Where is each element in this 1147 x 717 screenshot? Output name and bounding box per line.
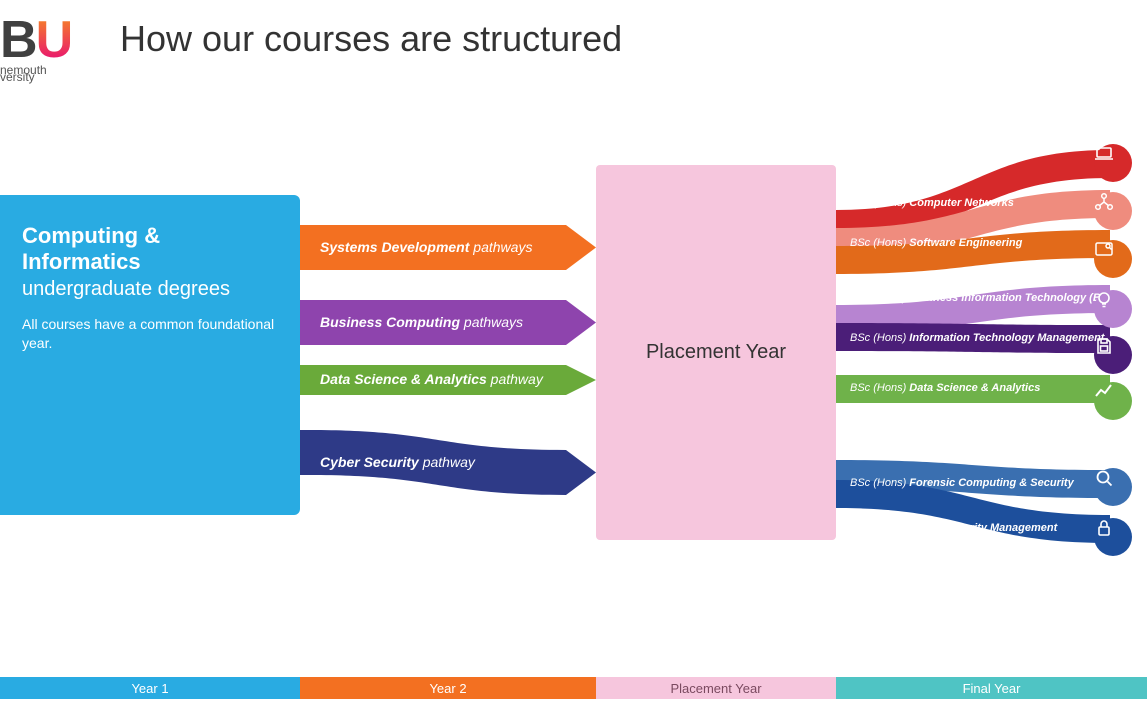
timeline-segment: Year 2 <box>300 677 596 699</box>
timeline-segment: Placement Year <box>596 677 836 699</box>
network-icon <box>1094 192 1132 230</box>
year1-title: Computing & Informatics <box>22 223 278 276</box>
slide: BU nemouth versity How our courses are s… <box>0 0 1147 717</box>
timeline-segment: Final Year <box>836 677 1147 699</box>
page-title: How our courses are structured <box>120 18 622 60</box>
lock-icon <box>1094 518 1132 556</box>
logo-letters: BU <box>0 10 71 70</box>
timeline-segment: Year 1 <box>0 677 300 699</box>
degree-label: BSc (Hons) Computer Networks <box>850 197 1014 209</box>
search-icon <box>1094 468 1132 506</box>
year1-subtitle: undergraduate degrees <box>22 278 278 301</box>
degree-label: BSc (Hons) Software Engineering <box>850 237 1022 249</box>
placement-box: Placement Year <box>596 165 836 540</box>
degree-label: BSc (Hons) Computing <box>850 157 967 169</box>
pathway-label: Business Computing pathways <box>320 314 523 330</box>
degree-label: BSc (Hons) Cyber Security Management <box>850 522 1057 534</box>
placement-label: Placement Year <box>646 341 786 364</box>
degree-label: BSc (Hons) Information Technology Manage… <box>850 332 1104 344</box>
pathway-label: Data Science & Analytics pathway <box>320 371 543 387</box>
laptop-icon <box>1094 144 1132 182</box>
year1-box: Computing & Informatics undergraduate de… <box>0 195 300 515</box>
degree-label: BSc (Hons) Data Science & Analytics <box>850 382 1040 394</box>
code-icon <box>1094 240 1132 278</box>
bulb-icon <box>1094 290 1132 328</box>
course-structure-diagram: Computing & Informatics undergraduate de… <box>0 130 1147 610</box>
degree-label: BSc (Hons) Forensic Computing & Security <box>850 477 1074 489</box>
pathway-label: Systems Development pathways <box>320 239 532 255</box>
timeline: Year 1Year 2Placement YearFinal Year <box>0 677 1147 699</box>
save-icon <box>1094 336 1132 374</box>
bu-logo: BU nemouth versity <box>0 10 71 84</box>
year1-body: All courses have a common foundational y… <box>22 315 278 353</box>
degree-label: BSc (Hons) Business Information Technolo… <box>850 292 1114 304</box>
pathway-label: Cyber Security pathway <box>320 454 475 470</box>
chart-icon <box>1094 382 1132 420</box>
